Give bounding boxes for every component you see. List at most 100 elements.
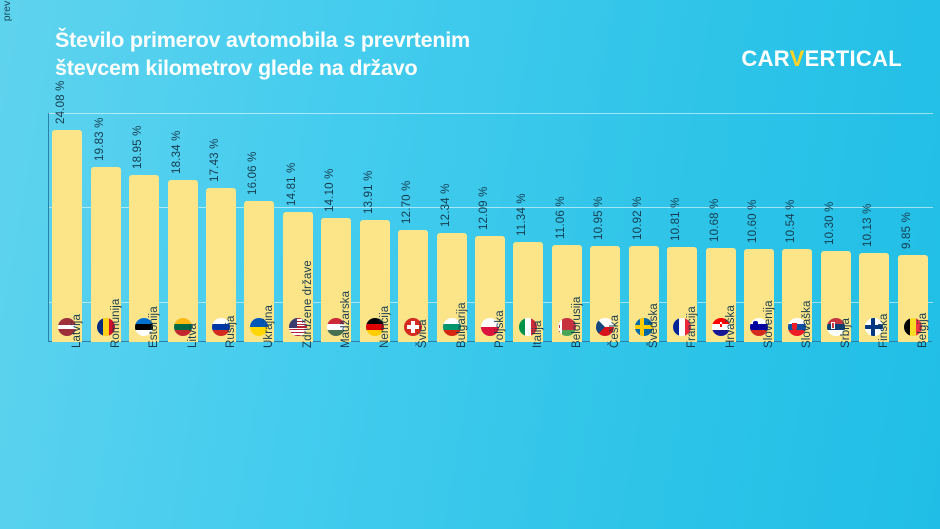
switzerland-flag-icon: [404, 318, 423, 336]
bar-group[interactable]: 12.34 %: [436, 113, 467, 342]
bar-value-label: 10.68 %: [708, 198, 721, 242]
latvia-flag-icon: [58, 318, 77, 336]
bar[interactable]: [244, 200, 275, 342]
chart-header: Število primerov avtomobila s prevrtenim…: [0, 0, 940, 100]
romania-flag-icon: [96, 318, 115, 336]
bar[interactable]: [167, 180, 198, 342]
x-axis-label: Belgija: [916, 312, 929, 348]
gridline: [49, 113, 933, 114]
bar-group[interactable]: 10.13 %: [859, 113, 890, 342]
x-axis-labels: Latvija Romunija Estonija Litva Rusija Ukraji…: [48, 260, 932, 468]
bar-value-label: 19.83 %: [93, 117, 106, 162]
bar-group[interactable]: 10.95 %: [590, 113, 621, 342]
x-axis-label: Madžarska: [340, 290, 353, 348]
bar-group[interactable]: 17.43 %: [205, 113, 236, 342]
x-axis-label: Švica: [417, 319, 430, 348]
bar[interactable]: [705, 247, 736, 342]
bar-value-label: 10.92 %: [631, 196, 644, 240]
bar[interactable]: [859, 252, 890, 342]
bar-value-label: 10.30 %: [823, 201, 836, 246]
bar-group[interactable]: 10.92 %: [628, 113, 659, 342]
bar-value-label: 13.91 %: [362, 169, 375, 214]
bar[interactable]: [513, 242, 544, 342]
bar-group[interactable]: 10.68 %: [705, 113, 736, 342]
bar-value-label: 18.95 %: [132, 125, 145, 170]
bar-group[interactable]: 19.83 %: [90, 113, 121, 342]
bar-value-label: 10.13 %: [862, 203, 875, 247]
poland-flag-icon: [481, 318, 499, 336]
bar-group[interactable]: 16.06 %: [244, 113, 275, 342]
bar-value-label: 14.81 %: [285, 161, 298, 206]
bar[interactable]: [129, 175, 160, 342]
bar[interactable]: [359, 219, 390, 342]
bar-group[interactable]: 10.81 %: [667, 113, 698, 342]
logo-text-ertical: ERTICAL: [804, 46, 902, 71]
bar[interactable]: [52, 129, 83, 342]
x-axis-label: Finska: [878, 313, 891, 348]
x-axis-label: Poljska: [494, 310, 506, 348]
x-axis-label: Francija: [686, 306, 699, 348]
bar-value-label: 10.81 %: [670, 197, 683, 241]
bar[interactable]: [475, 235, 505, 342]
bar-group[interactable]: 10.54 %: [782, 113, 813, 342]
estonia-flag-icon: [135, 318, 154, 336]
x-axis-label: Slovenija: [763, 300, 776, 348]
bar-group[interactable]: 10.30 %: [820, 113, 851, 342]
finland-flag-icon: [865, 318, 884, 336]
italy-flag-icon: [519, 318, 538, 336]
y-axis-title: % primerov avtomobila s prevrtenim števc…: [0, 0, 14, 60]
bar[interactable]: [205, 188, 236, 342]
bar-group[interactable]: 12.09 %: [475, 113, 505, 342]
bar-value-label: 11.34 %: [516, 193, 529, 237]
russia-flag-icon: [211, 318, 230, 336]
bulgaria-flag-icon: [442, 318, 461, 336]
bar-value-label: 12.70 %: [401, 180, 414, 225]
lithuania-flag-icon: [173, 318, 192, 336]
croatia-flag-icon: [711, 318, 730, 336]
bar[interactable]: [551, 244, 582, 342]
bar[interactable]: [628, 245, 659, 342]
czechia-flag-icon: [596, 318, 615, 336]
x-axis-label: Švedska: [647, 303, 660, 348]
bar[interactable]: [398, 230, 429, 342]
bar[interactable]: [590, 245, 621, 342]
bar[interactable]: [782, 249, 813, 342]
bar[interactable]: [282, 211, 313, 342]
bar-group[interactable]: 13.91 %: [359, 113, 390, 342]
x-axis-label: Hrvaška: [724, 305, 737, 348]
bar-group[interactable]: 18.34 %: [167, 113, 198, 342]
bar-group[interactable]: 18.95 %: [129, 113, 160, 342]
bar[interactable]: [820, 251, 851, 342]
germany-flag-icon: [365, 318, 384, 336]
bar-value-label: 16.06 %: [247, 150, 260, 195]
bar[interactable]: [436, 233, 467, 342]
france-flag-icon: [673, 318, 692, 336]
logo-text-v: V: [789, 46, 805, 71]
bar-group[interactable]: 14.81 %: [282, 113, 313, 342]
bar[interactable]: [667, 246, 698, 342]
bar-group[interactable]: 11.34 %: [513, 113, 544, 342]
x-axis-label: Estonija: [148, 306, 161, 348]
bar-value-label: 11.06 %: [554, 195, 567, 239]
bar-group[interactable]: 24.08 %: [52, 80, 83, 342]
title-line-1: Število primerov avtomobila s prevrtenim: [55, 28, 470, 52]
x-axis-label: Italija: [532, 320, 545, 348]
bar[interactable]: [744, 248, 775, 342]
serbia-flag-icon: [826, 318, 845, 336]
bar-group[interactable]: 9.85 %: [897, 113, 928, 342]
bar[interactable]: [321, 217, 352, 342]
x-axis-label: Bulgarija: [455, 302, 468, 348]
slovakia-flag-icon: [788, 318, 807, 336]
x-axis-label: Romunija: [109, 298, 122, 348]
bar-group[interactable]: 14.10 %: [321, 113, 352, 342]
bar-group[interactable]: 11.06 %: [551, 113, 582, 342]
bar[interactable]: [897, 255, 928, 342]
bar-value-label: 9.85 %: [900, 212, 913, 250]
belarus-flag-icon: [557, 318, 576, 336]
bar-value-label: 10.95 %: [593, 195, 606, 240]
bar[interactable]: [90, 167, 121, 342]
bar-group[interactable]: 10.60 %: [744, 113, 775, 342]
bar-group[interactable]: 12.70 %: [398, 113, 429, 342]
x-axis-label: Nemčija: [378, 305, 391, 348]
x-axis-label: Češka: [609, 314, 622, 348]
